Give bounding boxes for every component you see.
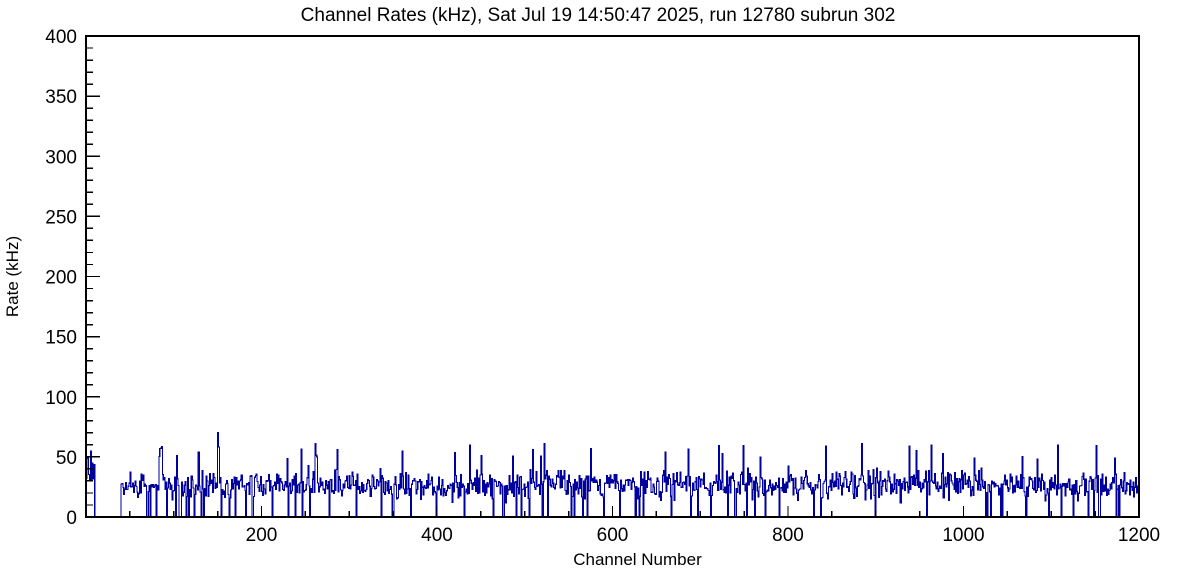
x-axis-tick-labels: 200 400 600 800 1000 1200 bbox=[246, 525, 1160, 546]
svg-text:400: 400 bbox=[421, 525, 453, 546]
histogram-series bbox=[85, 432, 1140, 518]
svg-text:0: 0 bbox=[66, 508, 77, 529]
y-axis-title: Rate (kHz) bbox=[3, 236, 22, 317]
svg-text:300: 300 bbox=[45, 147, 77, 168]
svg-text:400: 400 bbox=[45, 27, 77, 48]
x-axis-title: Channel Number bbox=[573, 550, 702, 569]
svg-text:150: 150 bbox=[45, 328, 77, 349]
y-axis-tick-labels: 0 50 100 150 200 250 300 350 400 bbox=[45, 27, 77, 529]
y-axis-ticks bbox=[86, 35, 100, 518]
svg-text:800: 800 bbox=[772, 525, 804, 546]
svg-text:50: 50 bbox=[56, 448, 77, 469]
svg-text:600: 600 bbox=[597, 525, 629, 546]
svg-text:250: 250 bbox=[45, 207, 77, 228]
x-axis-ticks bbox=[85, 506, 1140, 517]
svg-text:100: 100 bbox=[45, 388, 77, 409]
svg-text:1000: 1000 bbox=[942, 525, 984, 546]
svg-text:1200: 1200 bbox=[1118, 525, 1160, 546]
svg-text:350: 350 bbox=[45, 87, 77, 108]
page-title: Channel Rates (kHz), Sat Jul 19 14:50:47… bbox=[300, 5, 896, 26]
svg-text:200: 200 bbox=[246, 525, 278, 546]
svg-text:200: 200 bbox=[45, 268, 77, 289]
axis-frame bbox=[85, 35, 1140, 518]
